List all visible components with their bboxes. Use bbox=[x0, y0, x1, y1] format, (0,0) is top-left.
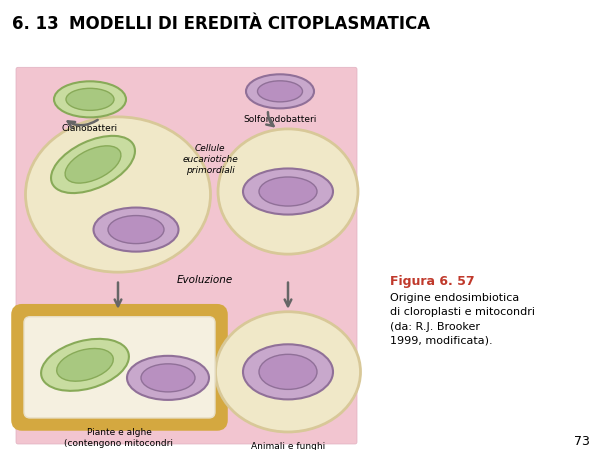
Ellipse shape bbox=[94, 207, 179, 252]
Ellipse shape bbox=[257, 81, 302, 102]
Ellipse shape bbox=[127, 356, 209, 400]
Text: Piante e alghe
(contengono mitocondri
e plastidi): Piante e alghe (contengono mitocondri e … bbox=[65, 428, 173, 450]
Ellipse shape bbox=[57, 348, 113, 381]
Ellipse shape bbox=[65, 146, 121, 183]
Ellipse shape bbox=[25, 117, 211, 272]
Text: Animali e funghi
(contengono
mitocondri): Animali e funghi (contengono mitocondri) bbox=[251, 442, 325, 450]
Text: 6. 13: 6. 13 bbox=[12, 14, 59, 33]
Text: Figura 6. 57: Figura 6. 57 bbox=[390, 274, 475, 288]
Text: Cianobatteri: Cianobatteri bbox=[62, 124, 118, 133]
Ellipse shape bbox=[246, 74, 314, 108]
Ellipse shape bbox=[66, 88, 114, 110]
Text: Solforodobatteri: Solforodobatteri bbox=[244, 115, 317, 124]
Ellipse shape bbox=[243, 344, 333, 400]
Text: Evoluzione: Evoluzione bbox=[177, 274, 233, 285]
Ellipse shape bbox=[218, 129, 358, 254]
Ellipse shape bbox=[259, 354, 317, 389]
Ellipse shape bbox=[243, 168, 333, 215]
FancyBboxPatch shape bbox=[16, 68, 357, 444]
Text: 73: 73 bbox=[574, 435, 590, 448]
Ellipse shape bbox=[41, 339, 129, 391]
Text: Cellule
eucariotiche
primordiali: Cellule eucariotiche primordiali bbox=[182, 144, 238, 175]
Ellipse shape bbox=[215, 312, 361, 432]
Ellipse shape bbox=[259, 177, 317, 206]
Ellipse shape bbox=[141, 364, 195, 392]
Ellipse shape bbox=[54, 81, 126, 117]
Text: MODELLI DI EREDITÀ CITOPLASMATICA: MODELLI DI EREDITÀ CITOPLASMATICA bbox=[69, 14, 430, 33]
Text: Origine endosimbiotica
di cloroplasti e mitocondri
(da: R.J. Brooker
1999, modif: Origine endosimbiotica di cloroplasti e … bbox=[390, 292, 535, 346]
Ellipse shape bbox=[51, 136, 135, 193]
FancyBboxPatch shape bbox=[24, 317, 215, 418]
Ellipse shape bbox=[108, 216, 164, 243]
FancyBboxPatch shape bbox=[14, 307, 225, 428]
